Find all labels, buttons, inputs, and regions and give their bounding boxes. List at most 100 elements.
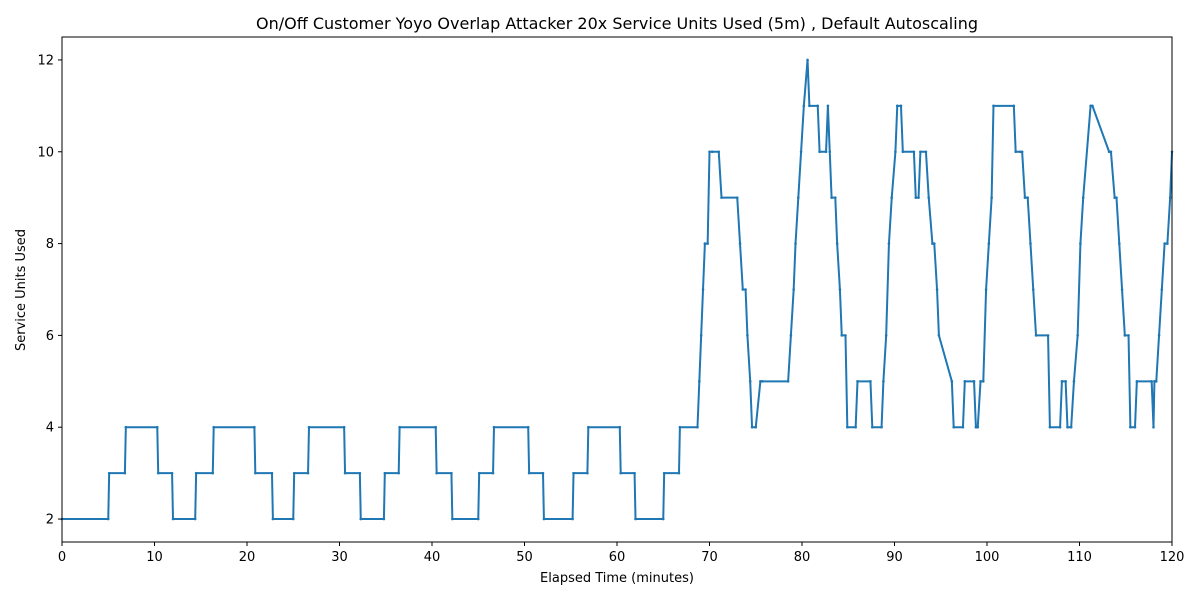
data-point xyxy=(1120,288,1124,291)
x-tick-label: 10 xyxy=(146,550,163,565)
data-point xyxy=(952,425,955,429)
data-point xyxy=(703,242,707,245)
data-point xyxy=(1091,104,1094,108)
data-point xyxy=(587,425,590,429)
y-tick-label: 8 xyxy=(46,237,54,252)
data-point xyxy=(397,471,401,475)
data-point xyxy=(880,425,883,429)
data-point xyxy=(826,104,830,108)
x-tick-label: 90 xyxy=(886,550,903,565)
data-point xyxy=(358,471,362,475)
data-point xyxy=(901,150,905,154)
data-point xyxy=(526,425,530,429)
data-point xyxy=(698,380,701,383)
data-point xyxy=(818,150,821,154)
data-point xyxy=(618,425,622,429)
data-point xyxy=(1115,196,1118,199)
x-tick-label: 80 xyxy=(794,550,811,565)
data-point xyxy=(895,104,899,108)
data-point xyxy=(1046,334,1050,337)
data-point xyxy=(398,425,401,429)
data-point xyxy=(1109,150,1113,154)
data-point xyxy=(899,104,903,108)
data-point xyxy=(840,334,844,337)
data-point xyxy=(1157,334,1161,337)
data-point xyxy=(619,471,622,475)
data-point xyxy=(633,471,636,475)
data-point xyxy=(1152,425,1155,429)
data-point xyxy=(661,517,665,521)
data-point xyxy=(808,104,811,108)
data-point xyxy=(699,334,703,337)
data-point xyxy=(1123,334,1127,337)
data-point xyxy=(976,425,980,429)
data-point xyxy=(1076,334,1079,337)
data-point xyxy=(701,288,705,291)
data-point xyxy=(735,196,739,199)
data-point xyxy=(806,58,809,62)
data-point xyxy=(932,242,936,245)
data-point xyxy=(1135,380,1139,383)
data-point xyxy=(1133,425,1137,429)
data-point xyxy=(744,288,747,291)
data-point xyxy=(887,242,891,245)
data-point xyxy=(193,517,197,521)
y-tick-label: 2 xyxy=(46,513,54,528)
data-point xyxy=(844,334,847,337)
data-point xyxy=(359,517,363,521)
data-point xyxy=(828,150,832,154)
data-point xyxy=(927,196,931,199)
data-point xyxy=(1113,196,1116,199)
data-point xyxy=(542,517,546,521)
data-point xyxy=(894,150,897,154)
data-point xyxy=(760,380,764,383)
data-point xyxy=(931,242,934,245)
data-point xyxy=(1031,288,1035,291)
data-point xyxy=(979,380,982,383)
data-point xyxy=(750,425,754,429)
data-point xyxy=(477,471,481,475)
data-point xyxy=(914,196,918,199)
data-point xyxy=(292,471,296,475)
data-point xyxy=(1129,425,1132,429)
data-point xyxy=(1064,380,1067,383)
data-point xyxy=(1089,104,1092,108)
data-point xyxy=(1079,242,1082,245)
data-point xyxy=(170,471,174,475)
data-point xyxy=(155,425,159,429)
data-point xyxy=(720,196,723,199)
data-point xyxy=(1153,380,1156,383)
x-tick-label: 100 xyxy=(975,550,1000,565)
data-point xyxy=(937,334,941,337)
data-point xyxy=(1127,334,1130,337)
data-point xyxy=(816,104,820,108)
y-axis-ticks: 2 4 6 8 10 12 xyxy=(37,53,62,528)
x-tick-label: 50 xyxy=(516,550,533,565)
data-point xyxy=(1072,380,1076,383)
data-point xyxy=(662,471,666,475)
data-point xyxy=(935,288,939,291)
data-point xyxy=(677,471,681,475)
data-point xyxy=(634,517,637,521)
data-point xyxy=(882,380,885,383)
data-point xyxy=(982,380,985,383)
data-point xyxy=(1060,380,1064,383)
data-point xyxy=(451,517,454,521)
data-point xyxy=(156,471,160,475)
data-point xyxy=(1117,242,1121,245)
data-point xyxy=(741,288,745,291)
data-point xyxy=(106,517,110,521)
data-point xyxy=(884,334,888,337)
data-point xyxy=(450,471,453,475)
chart-title: On/Off Customer Yoyo Overlap Attacker 20… xyxy=(256,14,978,33)
data-point xyxy=(1154,380,1158,383)
data-point xyxy=(974,425,978,429)
data-point xyxy=(194,471,198,475)
x-axis-title: Elapsed Time (minutes) xyxy=(540,571,694,586)
data-point xyxy=(706,242,709,245)
data-point xyxy=(890,196,894,199)
data-point xyxy=(107,471,111,475)
data-point xyxy=(1020,150,1024,154)
data-point xyxy=(291,517,295,521)
